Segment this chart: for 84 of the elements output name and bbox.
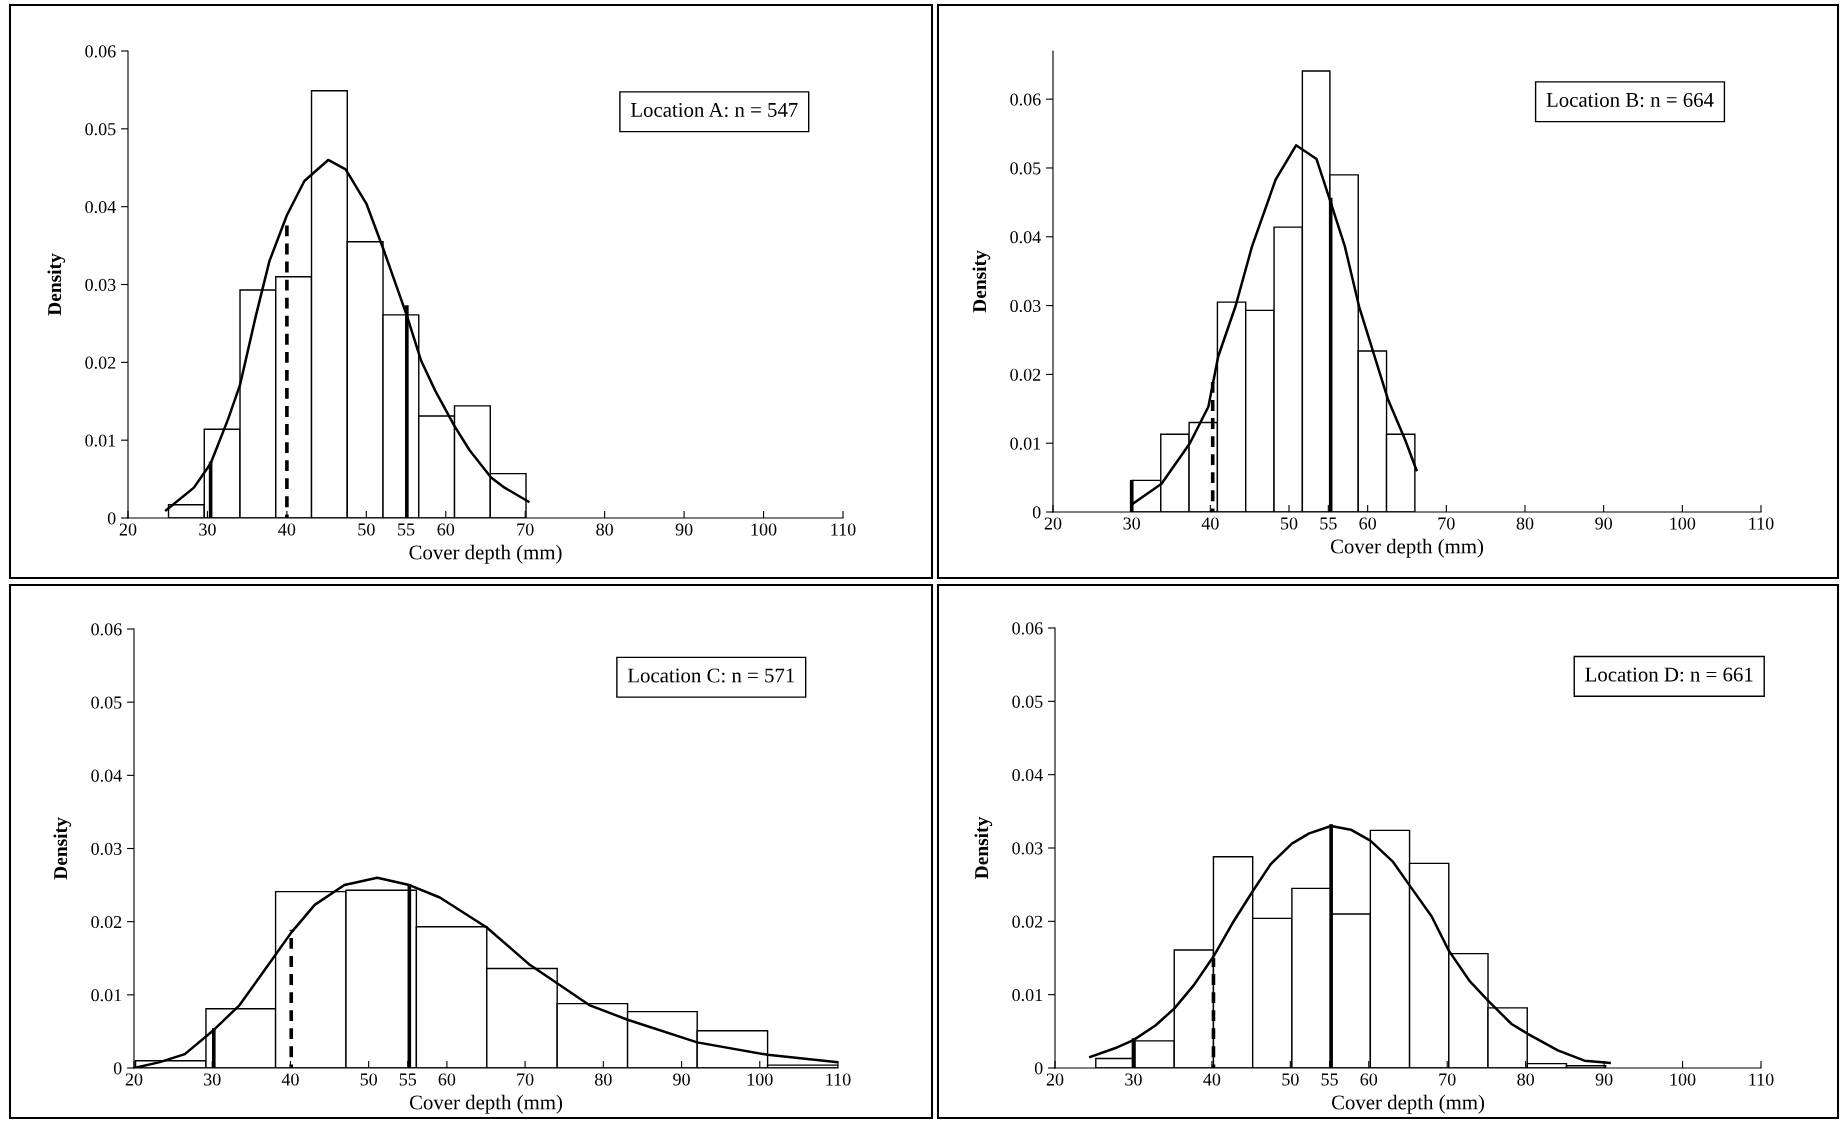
y-tick-label: 0 [1034,1062,1043,1075]
x-tick-label: 80 [1517,1073,1535,1086]
y-tick-label: 0.04 [1012,768,1043,782]
y-tick-label: 0.05 [91,696,122,709]
x-tick-label: 50 [1281,517,1298,530]
y-axis-title: Density [974,816,993,879]
x-tick-label: 40 [281,1073,299,1086]
x-tick-label: 90 [673,1073,690,1086]
x-tick-label: 70 [1439,1073,1456,1086]
x-tick-label: 60 [1360,1073,1378,1086]
annotation: Location C: n = 571 [627,668,795,683]
y-axis-title: Density [972,250,991,313]
x-tick-label: 60 [438,1073,456,1086]
x-tick-label: 90 [1595,517,1613,530]
y-tick-label: 0.06 [1010,93,1041,106]
x-tick-label: 110 [826,1073,851,1086]
y-tick-label: 0.05 [1010,162,1041,175]
x-tick-label: 110 [831,523,856,536]
y-tick-label: 0.04 [85,200,116,214]
y-tick-label: 0.05 [85,123,116,136]
x-tick-label: 55 [1321,1073,1338,1086]
x-tick-label: 55 [1320,517,1337,530]
x-tick-label: 40 [278,523,296,536]
y-tick-label: 0.02 [1012,915,1043,928]
annotation: Location D: n = 661 [1585,667,1753,682]
y-tick-label: 0.01 [1010,437,1041,450]
x-tick-label: 90 [675,523,693,536]
x-tick-label: 20 [1046,1073,1064,1086]
x-tick-label: 80 [596,523,614,536]
x-tick-label: 80 [594,1073,612,1086]
x-tick-label: 80 [1516,517,1534,530]
y-tick-label: 0.03 [1010,299,1041,313]
y-tick-label: 0.06 [85,45,116,58]
x-axis-title: Cover depth (mm) [1331,1094,1485,1114]
x-tick-label: 40 [1203,1073,1221,1086]
x-tick-label: 60 [1359,517,1377,530]
x-tick-label: 70 [517,1073,534,1086]
x-tick-label: 50 [360,1073,378,1086]
x-axis-title: Cover depth (mm) [1330,538,1484,558]
y-tick-label: 0 [107,512,116,525]
y-tick-label: 0.03 [1012,842,1043,855]
x-tick-label: 20 [125,1073,143,1086]
y-tick-label: 0 [1032,506,1041,519]
y-tick-label: 0.01 [1012,988,1043,1002]
y-tick-label: 0.03 [91,842,122,856]
y-tick-label: 0.02 [91,915,122,929]
annotation: Location A: n = 547 [630,102,798,118]
x-axis-title: Cover depth (mm) [409,1094,563,1114]
x-tick-label: 30 [199,523,216,536]
x-tick-label: 60 [437,523,455,536]
x-tick-label: 110 [1749,1073,1774,1086]
y-tick-label: 0.03 [85,278,116,292]
x-tick-label: 20 [119,523,137,536]
x-tick-label: 40 [1201,517,1219,530]
annotation: Location B: n = 664 [1546,92,1714,108]
y-axis-title: Density [47,253,66,316]
y-tick-label: 0.02 [85,356,116,369]
y-tick-label: 0.01 [91,989,122,1002]
y-tick-label: 0.04 [1010,231,1041,244]
x-tick-label: 70 [517,523,534,536]
x-tick-label: 100 [1670,1073,1696,1086]
x-tick-label: 100 [751,523,777,536]
x-tick-label: 30 [1125,1073,1142,1086]
x-tick-label: 55 [399,1073,417,1086]
y-tick-label: 0.06 [1012,622,1043,635]
y-tick-label: 0.06 [91,623,122,636]
x-tick-label: 90 [1595,1073,1613,1086]
y-tick-label: 0.01 [85,434,116,447]
x-axis-title: Cover depth (mm) [409,544,562,564]
x-tick-label: 70 [1438,517,1455,530]
y-tick-label: 0 [113,1062,122,1075]
x-tick-label: 110 [1749,517,1774,530]
x-tick-label: 50 [1282,1073,1299,1086]
x-tick-label: 100 [747,1073,773,1086]
x-tick-label: 55 [398,523,415,536]
y-axis-title: Density [53,817,72,880]
y-tick-label: 0.02 [1010,368,1041,381]
x-tick-label: 20 [1044,517,1062,530]
y-tick-label: 0.05 [1012,695,1043,708]
x-tick-label: 100 [1670,517,1696,530]
x-tick-label: 30 [1123,517,1141,530]
x-tick-label: 30 [204,1073,221,1086]
y-tick-label: 0.04 [91,769,122,782]
x-tick-label: 50 [358,523,375,536]
